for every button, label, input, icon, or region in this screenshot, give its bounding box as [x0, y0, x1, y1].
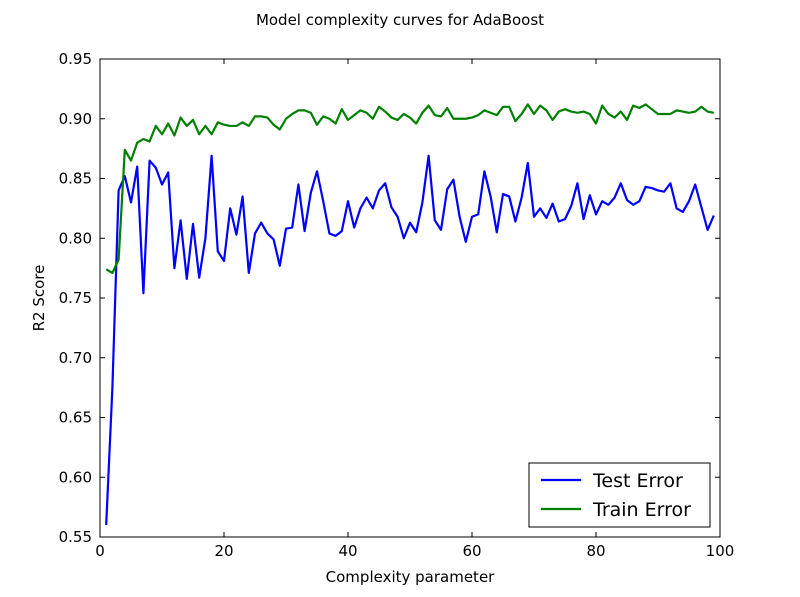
x-tick-label: 60: [462, 542, 481, 560]
y-tick-label: 0.95: [59, 50, 92, 68]
x-tick-label: 80: [586, 542, 605, 560]
y-tick-label: 0.65: [59, 409, 92, 427]
y-tick-label: 0.85: [59, 170, 92, 188]
chart-title: Model complexity curves for AdaBoost: [256, 11, 544, 29]
legend: Test Error Train Error: [528, 462, 711, 528]
series-line-train-error: [105, 103, 715, 274]
x-tick-label: 20: [214, 542, 233, 560]
legend-label-train-error: Train Error: [592, 499, 691, 521]
legend-box: [528, 462, 711, 528]
y-tick-label: 0.60: [59, 468, 92, 486]
x-tick-label: 40: [338, 542, 357, 560]
x-tick-label: 0: [95, 542, 105, 560]
ticks-layer: 0 20 40 60 80 100 0.55 0.60 0.65 0.70 0.75 0.80 0.85…: [59, 50, 735, 560]
legend-label-test-error: Test Error: [592, 470, 683, 492]
series-line-test-error: [105, 154, 715, 526]
y-tick-label: 0.80: [59, 229, 92, 247]
y-tick-label: 0.55: [59, 528, 92, 546]
x-tick-label: 100: [706, 542, 735, 560]
y-tick-label: 0.90: [59, 110, 92, 128]
series-layer: [105, 103, 715, 526]
y-tick-label: 0.75: [59, 289, 92, 307]
y-axis-label: R2 Score: [30, 265, 48, 332]
y-tick-label: 0.70: [59, 349, 92, 367]
x-axis-label: Complexity parameter: [326, 568, 496, 586]
